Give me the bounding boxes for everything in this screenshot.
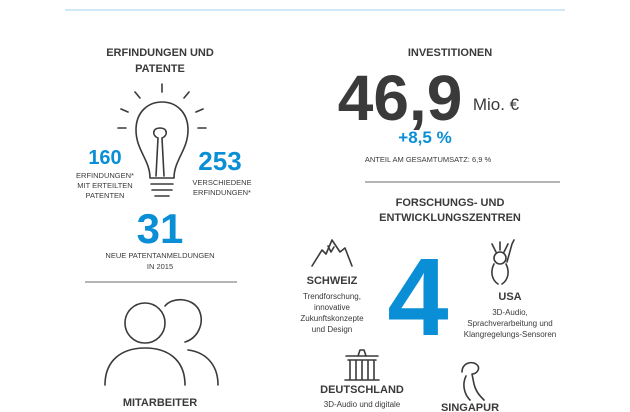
location-focus: Klangregelungs-Sensoren: [464, 330, 557, 339]
location-focus: und Design: [312, 325, 352, 334]
people-icon: [104, 298, 219, 386]
rd-title: FORSCHUNGS- UND: [396, 197, 505, 209]
location-focus: innovative: [314, 303, 351, 312]
location-name: SINGAPUR: [441, 402, 499, 412]
distinct-label: VERSCHIEDENE: [192, 178, 251, 187]
location-name: USA: [498, 291, 521, 303]
investments-title: INVESTITIONEN: [408, 47, 492, 59]
merlion-icon: [461, 361, 485, 401]
light-bulb-icon: [117, 83, 207, 197]
granted-label: ERFINDUNGEN*: [76, 171, 134, 180]
location-focus: Sprachverarbeitung und: [467, 319, 552, 328]
applications-label: NEUE PATENTANMELDUNGEN: [105, 251, 214, 260]
investments-change: +8,5 %: [398, 128, 451, 147]
location-name: SCHWEIZ: [307, 275, 358, 287]
rd-count: 4: [387, 236, 448, 359]
patents-title: ERFINDUNGEN UND: [106, 47, 214, 59]
granted-label: MIT ERTEILTEN: [77, 181, 132, 190]
location-focus: 3D-Audio,: [492, 308, 528, 317]
rd-title: ENTWICKLUNGSZENTREN: [379, 212, 521, 224]
liberty-icon: [491, 239, 515, 285]
applications-label: IN 2015: [147, 262, 173, 271]
granted-label: PATENTEN: [86, 191, 125, 200]
applications-value: 31: [137, 205, 184, 252]
location-name: DEUTSCHLAND: [320, 384, 404, 396]
employees-title: MITARBEITER: [123, 397, 197, 409]
distinct-label: ERFINDUNGEN*: [193, 188, 251, 197]
investments-unit: Mio. €: [473, 95, 520, 114]
distinct-value: 253: [198, 146, 241, 176]
gate-icon: [344, 349, 380, 381]
patents-title: PATENTE: [135, 63, 185, 75]
location-focus: 3D-Audio und digitale: [324, 400, 401, 409]
location-focus: Zukunftskonzepte: [300, 314, 364, 323]
investments-amount: 46,9: [338, 62, 463, 134]
mountain-icon: [311, 239, 353, 267]
granted-value: 160: [88, 147, 121, 169]
location-focus: Trendforschung,: [303, 292, 361, 301]
investments-share: ANTEIL AM GESAMTUMSATZ: 6,9 %: [365, 155, 492, 164]
